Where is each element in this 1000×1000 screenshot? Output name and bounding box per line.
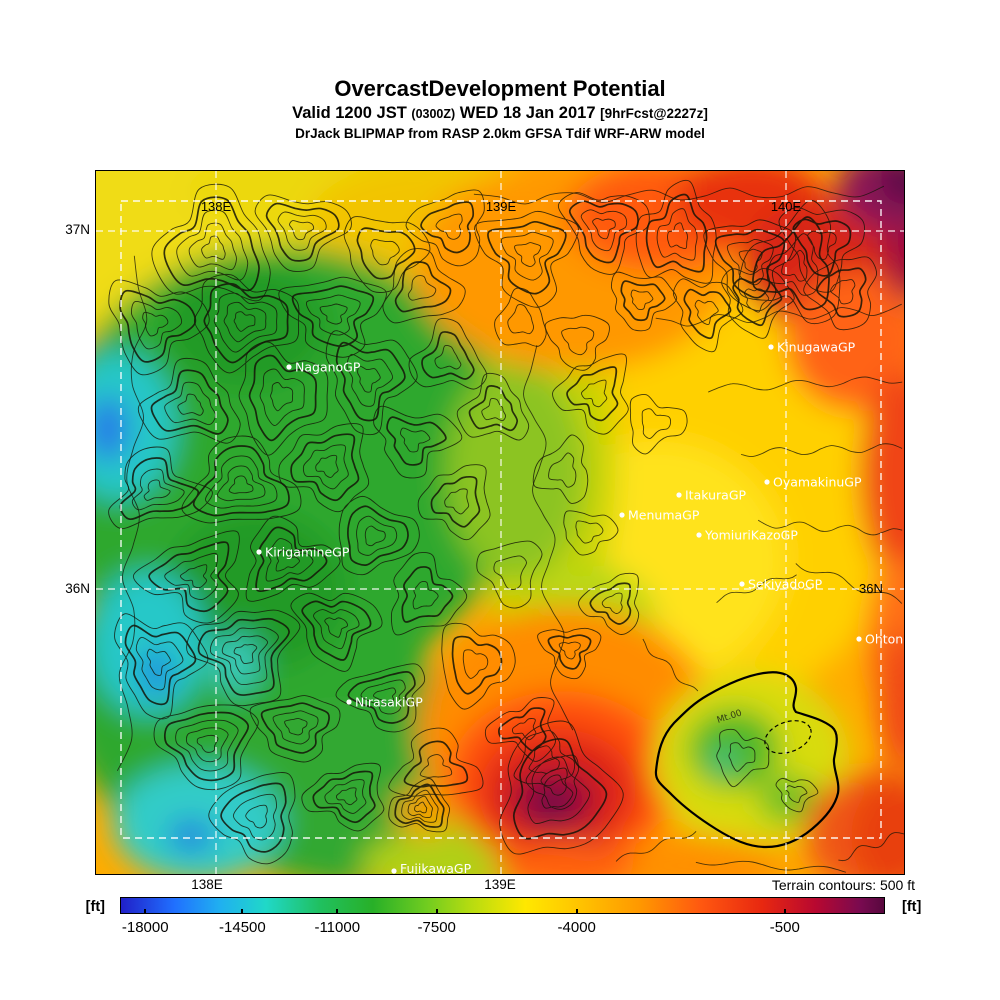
station-label: OhtoneGP	[865, 632, 905, 647]
station-marker	[256, 549, 262, 555]
station-marker	[286, 364, 292, 370]
station-label: YomiuriKazoGP	[704, 528, 798, 543]
colorbar-tick-mark	[144, 909, 147, 914]
contour-lines-thin	[108, 179, 878, 865]
station-label: NaganoGP	[295, 360, 361, 375]
color-region	[113, 765, 283, 874]
contour-lines-open	[116, 185, 904, 873]
colorbar-tick-label: -11000	[314, 919, 361, 936]
blipmap-canvas: 138E 139E 140E 36N NaganoGP KinugawaGP Oyamak…	[96, 171, 905, 875]
station-marker	[856, 636, 862, 642]
color-region	[96, 571, 206, 715]
lat-label-36n-right: 36N	[859, 581, 883, 596]
color-region	[880, 171, 904, 205]
station-label: ItakuraGP	[685, 488, 747, 503]
lat-label-36n: 36N	[65, 581, 90, 596]
colorbar-tick-mark	[783, 909, 786, 914]
colorbar-unit-right: [ft]	[902, 899, 922, 915]
station-marker	[764, 479, 770, 485]
colorbar-tick-label: -4000	[557, 919, 596, 936]
station-label: OyamakinuGP	[773, 475, 862, 490]
station-marker	[619, 512, 625, 518]
page-title: OvercastDevelopment Potential	[334, 76, 666, 101]
colorbar-tick-mark	[336, 909, 339, 914]
lat-label-37n: 37N	[65, 222, 90, 237]
station-label: SekiyadoGP	[748, 577, 823, 592]
station-marker	[391, 868, 397, 874]
station-label: KinugawaGP	[777, 340, 856, 355]
color-region	[446, 361, 586, 581]
color-region	[169, 820, 213, 852]
zulu-time-text: (0300Z)	[411, 107, 456, 121]
coordinate-labels: 138E 139E 140E 36N	[201, 199, 883, 596]
station-label: MenumaGP	[628, 508, 700, 523]
colorbar-tick-label: -500	[769, 919, 800, 936]
station-marker	[696, 532, 702, 538]
meridian-label: 139E	[486, 199, 517, 214]
station-label: KirigamineGP	[265, 545, 350, 560]
color-region	[96, 397, 128, 461]
terrain-contour-lines	[108, 179, 904, 873]
lon-label-139e-bottom: 139E	[484, 877, 516, 892]
valid-date-text: WED 18 Jan 2017	[455, 104, 601, 122]
color-region	[688, 709, 780, 789]
station-markers: NaganoGP KinugawaGP OyamakinuGP ItakuraGP Me…	[256, 340, 905, 875]
color-region	[96, 351, 176, 501]
colorbar	[120, 897, 885, 914]
coastline	[654, 671, 840, 849]
color-region	[166, 266, 326, 386]
color-region	[851, 781, 904, 874]
forecast-cycle-text: [9hrFcst@2227z]	[600, 106, 708, 121]
terrain-contour-note: Terrain contours: 500 ft	[771, 877, 915, 893]
color-region	[878, 631, 904, 771]
graticule	[96, 171, 904, 874]
station-marker	[346, 699, 352, 705]
station-label: NirasakiGP	[355, 695, 423, 710]
station-label: FujikawaGP	[400, 861, 472, 875]
colorbar-tick-label: -7500	[417, 919, 456, 936]
station-marker	[739, 581, 745, 587]
lon-label-138e-bottom: 138E	[191, 877, 223, 892]
contour-lines-index	[119, 193, 867, 853]
color-region	[141, 649, 171, 697]
coast-inner-contour	[764, 720, 812, 754]
colorbar-tick-mark	[575, 909, 578, 914]
station-marker	[768, 344, 774, 350]
station-marker	[676, 492, 682, 498]
colorbar-tick-label: -18000	[121, 919, 169, 936]
model-info-line: DrJack BLIPMAP from RASP 2.0km GFSA Tdif…	[295, 126, 705, 141]
colorbar-tick-mark	[435, 909, 438, 914]
model-domain-box	[120, 200, 882, 839]
color-region	[496, 840, 636, 874]
valid-time-line: Valid 1200 JST (0300Z) WED 18 Jan 2017 […	[0, 104, 1000, 123]
colorbar-unit-left: [ft]	[85, 899, 105, 915]
color-region	[606, 836, 786, 874]
meridian-label: 140E	[771, 199, 802, 214]
color-region	[786, 271, 904, 411]
colorbar-tick-mark	[241, 909, 244, 914]
valid-time-text: Valid 1200 JST	[292, 104, 412, 122]
map-area: 138E 139E 140E 36N NaganoGP KinugawaGP Oyamak…	[95, 170, 905, 875]
meridian-label: 138E	[201, 199, 232, 214]
colorbar-tick-label: -14500	[219, 919, 266, 936]
